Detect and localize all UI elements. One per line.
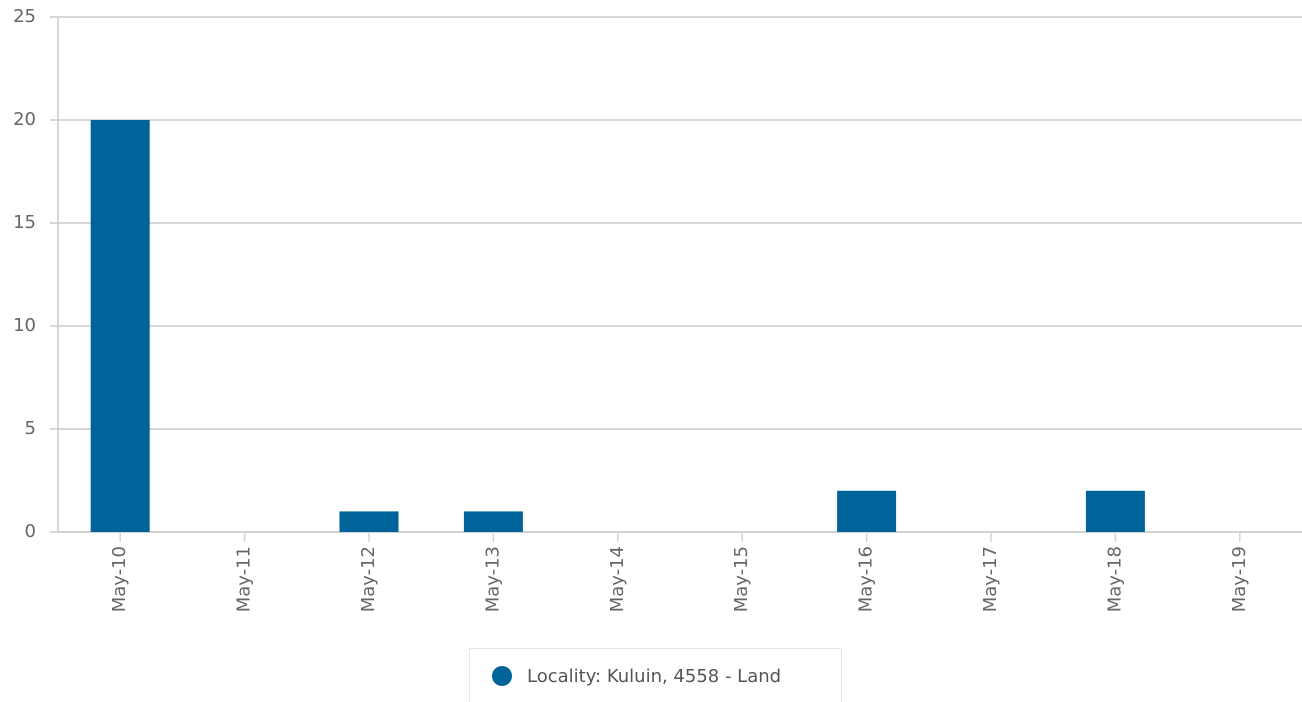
y-tick-label: 15 (13, 212, 36, 233)
y-tick-label: 5 (25, 418, 36, 439)
bar (463, 511, 523, 532)
legend-symbol (492, 666, 512, 686)
bar (837, 490, 897, 532)
legend-box (469, 648, 842, 702)
legend-text: Locality: Kuluin, 4558 - Land (527, 666, 781, 687)
y-tick-label: 20 (13, 109, 36, 130)
y-tick-label: 10 (13, 315, 36, 336)
x-tick-label: May-16 (856, 546, 877, 612)
x-tick-label: May-10 (109, 546, 130, 612)
x-tick-label: May-19 (1229, 546, 1250, 612)
x-tick-label: May-11 (234, 546, 255, 612)
x-tick-label: May-14 (607, 546, 628, 612)
x-tick-label: May-15 (731, 546, 752, 612)
x-tick-label: May-18 (1104, 546, 1125, 612)
y-tick-label: 0 (25, 521, 36, 542)
bar (90, 120, 150, 532)
y-tick-label: 25 (13, 6, 36, 27)
bar (1085, 490, 1145, 532)
x-tick-label: May-17 (980, 546, 1001, 612)
x-tick-label: May-13 (482, 546, 503, 612)
x-tick-label: May-12 (358, 546, 379, 612)
bar (339, 511, 399, 532)
